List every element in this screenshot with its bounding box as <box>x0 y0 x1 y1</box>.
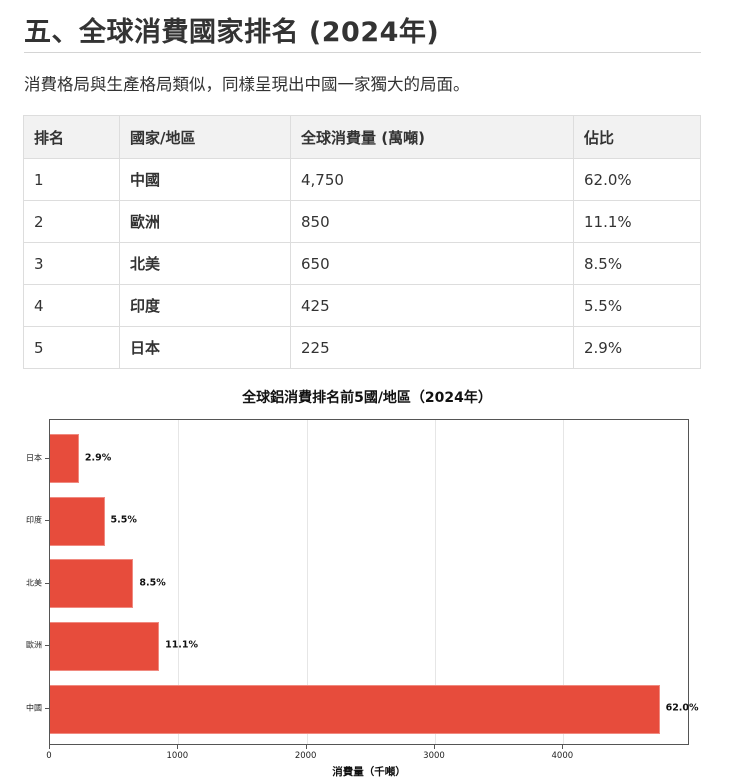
intro-paragraph: 消費格局與生產格局類似，同樣呈現出中國一家獨大的局面。 <box>24 75 470 94</box>
bar-data-label: 5.5% <box>110 514 137 526</box>
plot-area <box>49 419 689 745</box>
x-tick-mark <box>434 745 435 749</box>
y-tick-label: 歐洲 <box>26 640 42 650</box>
cell-country: 中國 <box>119 158 291 201</box>
x-gridline <box>435 420 436 744</box>
cell-country: 印度 <box>119 284 291 327</box>
cell-share: 62.0% <box>573 158 701 201</box>
header-share: 佔比 <box>573 115 701 159</box>
y-tick-mark <box>45 582 49 584</box>
cell-country: 日本 <box>119 326 291 369</box>
x-tick-label: 4000 <box>551 751 574 761</box>
y-tick-mark <box>45 457 49 459</box>
x-tick-mark <box>305 745 307 749</box>
page-title: 五、全球消費國家排名 (2024年) <box>24 17 440 48</box>
cell-country: 北美 <box>119 242 291 285</box>
x-tick-mark <box>562 745 564 749</box>
header-amount: 全球消費量 (萬噸) <box>290 115 574 159</box>
x-gridline <box>306 420 308 744</box>
y-tick-label: 日本 <box>26 453 42 463</box>
cell-amount: 650 <box>290 242 574 285</box>
x-tick-label: 1000 <box>166 751 189 761</box>
cell-amount: 425 <box>290 284 574 327</box>
y-tick-mark <box>45 708 49 709</box>
cell-rank: 2 <box>23 200 120 243</box>
cell-amount: 225 <box>290 326 574 369</box>
cell-share: 11.1% <box>573 200 701 243</box>
title-divider <box>24 52 701 53</box>
x-axis-label: 消費量（千噸） <box>332 766 406 778</box>
x-tick-label: 0 <box>46 751 52 761</box>
header-country: 國家/地區 <box>119 115 291 159</box>
x-gridline <box>563 420 565 744</box>
y-tick-label: 中國 <box>26 703 42 713</box>
cell-share: 8.5% <box>573 242 701 285</box>
chart-title: 全球鋁消費排名前5國/地區（2024年） <box>242 390 492 406</box>
table-row: 3 北美 650 8.5% <box>23 242 701 285</box>
bar-data-label: 11.1% <box>165 639 199 651</box>
table-row: 2 歐洲 850 11.1% <box>23 200 701 243</box>
cell-country: 歐洲 <box>119 200 291 243</box>
x-gridline <box>178 420 180 744</box>
cell-rank: 4 <box>23 284 120 327</box>
x-tick-label: 2000 <box>294 751 317 761</box>
cell-share: 2.9% <box>573 326 701 369</box>
cell-amount: 850 <box>290 200 574 243</box>
bar-1 <box>50 684 660 734</box>
y-tick-mark <box>45 520 49 522</box>
table-row: 5 日本 225 2.9% <box>23 326 701 369</box>
table-header-row: 排名 國家/地區 全球消費量 (萬噸) 佔比 <box>23 115 701 159</box>
bar-4 <box>50 496 105 546</box>
x-tick-label: 3000 <box>423 751 445 761</box>
cell-amount: 4,750 <box>290 158 574 201</box>
cell-rank: 5 <box>23 326 120 369</box>
header-rank: 排名 <box>23 115 120 159</box>
y-tick-mark <box>45 645 49 647</box>
bar-5 <box>50 434 79 484</box>
bar-2 <box>50 621 160 671</box>
y-tick-label: 北美 <box>26 578 42 588</box>
y-tick-label: 印度 <box>26 515 42 525</box>
x-tick-mark <box>49 745 50 749</box>
bar-data-label: 8.5% <box>139 577 166 589</box>
bar-3 <box>50 559 134 609</box>
cell-share: 5.5% <box>573 284 701 327</box>
cell-rank: 3 <box>23 242 120 285</box>
table-row: 1 中國 4,750 62.0% <box>23 158 701 201</box>
table-row: 4 印度 425 5.5% <box>23 284 701 327</box>
cell-rank: 1 <box>23 158 120 201</box>
x-tick-mark <box>177 745 179 749</box>
consumption-bar-chart: 全球鋁消費排名前5國/地區（2024年） 0 1000 2000 3000 4000 62… <box>0 380 740 781</box>
bar-data-label: 2.9% <box>84 452 112 464</box>
consumption-ranking-table: 排名 國家/地區 全球消費量 (萬噸) 佔比 1 中國 4,750 62.0% … <box>23 115 701 369</box>
bar-data-label: 62.0% <box>665 702 699 714</box>
